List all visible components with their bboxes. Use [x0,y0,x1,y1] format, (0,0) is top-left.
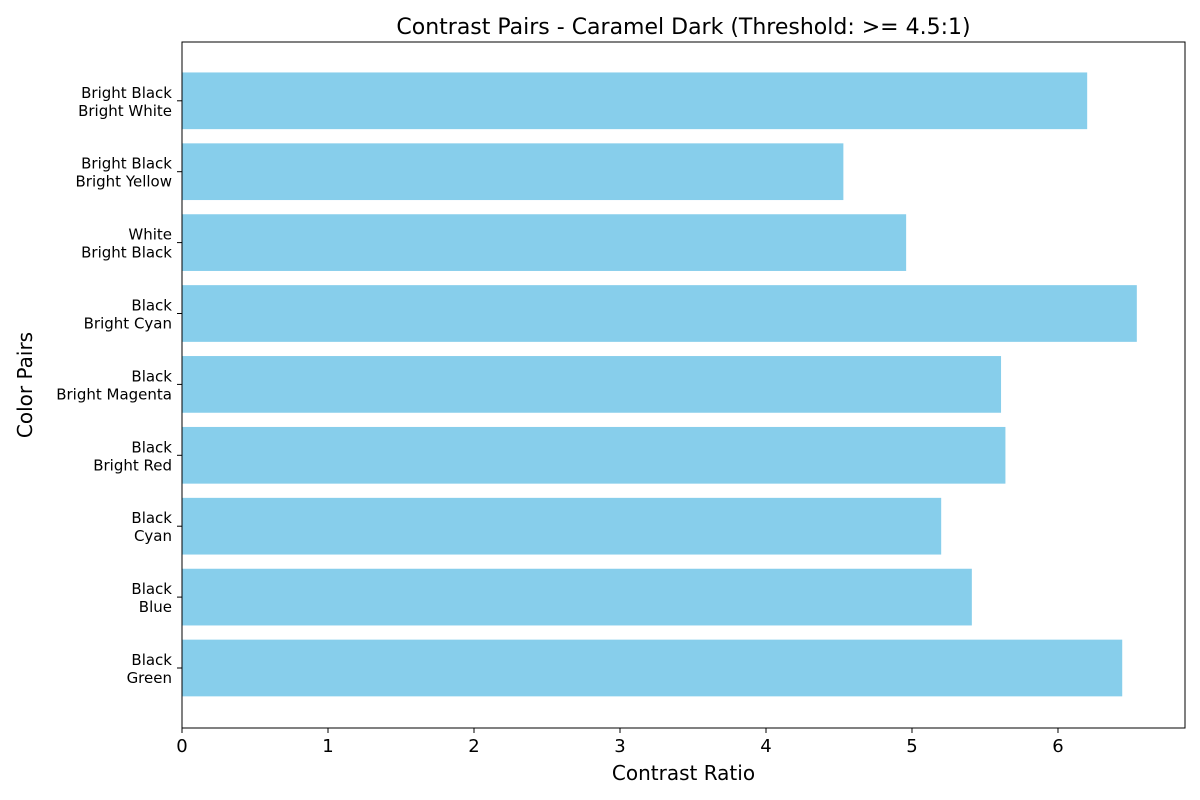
x-tick-label: 0 [176,736,187,757]
chart-title: Contrast Pairs - Caramel Dark (Threshold… [396,15,970,40]
bar [182,497,942,555]
x-tick-label: 5 [906,736,917,757]
bar [182,72,1088,130]
bar [182,426,1006,484]
bar [182,639,1123,697]
bar [182,214,907,271]
x-tick-label: 6 [1052,736,1063,757]
y-tick-label: Black Cyan [131,509,172,545]
y-tick-label: Black Blue [131,580,172,616]
x-tick-label: 3 [614,736,625,757]
y-tick-label: Black Green [127,651,173,687]
y-tick-label: White Bright Black [81,226,172,262]
bars-layer [182,72,1137,697]
x-tick-label: 1 [322,736,333,757]
x-tick-label: 4 [760,736,771,757]
x-tick-label: 2 [468,736,479,757]
bar [182,143,844,201]
y-tick-label: Bright Black Bright White [78,84,172,120]
y-tick-label: Black Bright Red [93,438,172,474]
bar [182,356,1002,413]
y-tick-label: Black Bright Magenta [56,367,172,403]
plot-frame [181,41,1186,729]
bar [182,568,972,626]
y-axis-label: Color Pairs [13,332,37,438]
bar [182,285,1137,342]
y-tick-label: Black Bright Cyan [84,297,173,333]
y-tick-label: Bright Black Bright Yellow [76,155,173,191]
x-axis-label: Contrast Ratio [612,761,755,785]
ticks-layer: Black Green Black Blue Black Cyan Black Bright … [56,84,1063,757]
